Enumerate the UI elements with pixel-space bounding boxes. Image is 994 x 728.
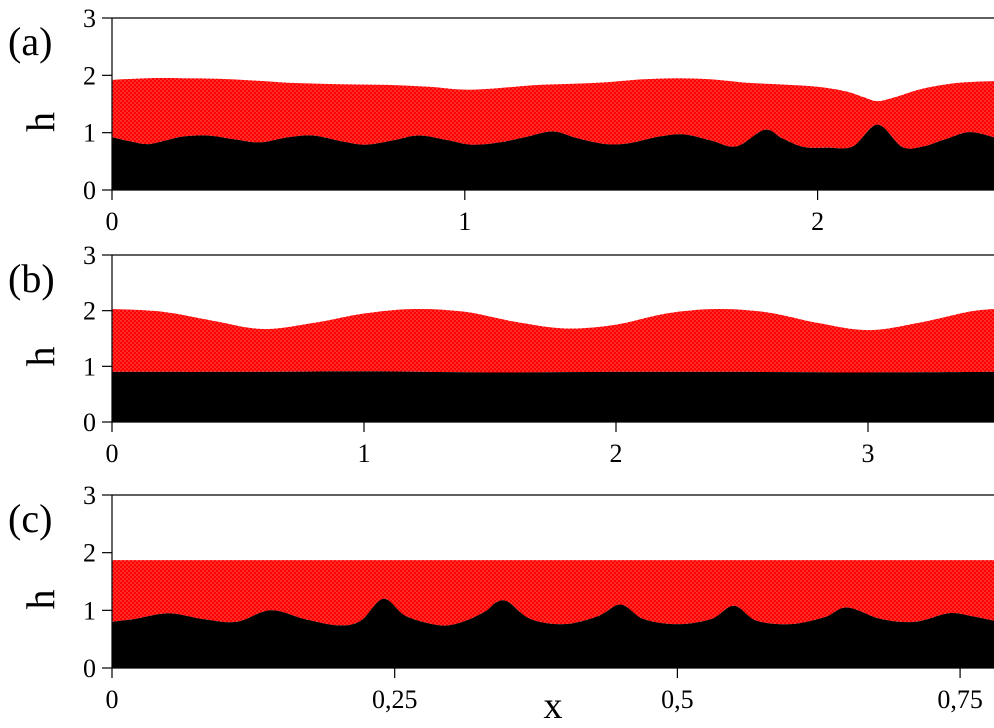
film-layer-area [112,78,994,149]
x-tick-label: 3 [862,439,875,468]
x-tick-label: 1 [458,207,471,236]
panel-label: (a) [8,19,52,64]
x-tick-label: 1 [358,439,371,468]
y-tick-label: 1 [83,119,96,148]
y-tick-label: 0 [83,176,96,205]
y-tick-label: 0 [83,654,96,683]
x-tick-label: 0,75 [937,685,983,714]
substrate-area [112,124,994,190]
y-tick-label: 0 [83,408,96,437]
y-axis-label: h [18,112,63,132]
y-tick-label: 2 [83,539,96,568]
x-tick-label: 2 [811,207,824,236]
x-axis-label: x [544,685,563,727]
substrate-area [112,371,994,422]
panel-label: (c) [8,496,52,541]
y-tick-label: 3 [83,4,96,33]
substrate-area [112,598,994,668]
chart-panel: 0 1 2 3 0 1 2 (a) h [8,4,994,236]
x-tick-label: 0,5 [661,685,694,714]
y-tick-label: 3 [83,481,96,510]
y-axis-label: h [18,347,63,367]
y-tick-label: 1 [83,352,96,381]
y-tick-label: 1 [83,596,96,625]
x-tick-label: 0 [106,685,119,714]
x-tick-label: 0,25 [372,685,418,714]
y-tick-label: 2 [83,61,96,90]
y-tick-label: 2 [83,297,96,326]
x-tick-label: 0 [106,439,119,468]
film-layer-area [112,308,994,373]
x-tick-label: 0 [106,207,119,236]
x-tick-label: 2 [610,439,623,468]
y-tick-label: 3 [83,241,96,270]
chart-panel: 0 1 2 3 0 1 2 3 (b) h [8,241,994,468]
y-axis-label: h [18,590,63,610]
panel-label: (b) [8,256,55,301]
film-layer-area [112,560,994,626]
chart-panel: 0 1 2 3 0 0,25 0,5 0,75 (c) h x [8,481,994,727]
